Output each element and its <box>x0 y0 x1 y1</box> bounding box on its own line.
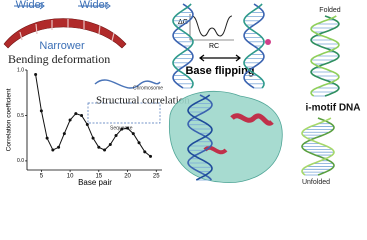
wider-label: Wider <box>80 0 109 11</box>
folded-label: Folded <box>319 7 341 14</box>
narrower-label: Narrower <box>39 40 85 52</box>
data-point <box>126 126 130 130</box>
energy-curve <box>191 15 233 37</box>
helix-strand <box>187 94 213 181</box>
data-point <box>91 136 95 140</box>
chromosome-fiber <box>94 79 161 89</box>
flipped-base <box>265 39 271 45</box>
data-point <box>149 154 153 158</box>
panel-caption: Base flipping <box>185 65 254 77</box>
data-point <box>51 148 55 152</box>
wider-label: Wider <box>16 0 45 11</box>
x-tick-label: 5 <box>40 174 44 180</box>
data-point <box>120 127 124 131</box>
data-point <box>137 141 141 145</box>
chromosome-label: Chromosome <box>133 85 163 91</box>
y-tick-label: 0.0 <box>17 158 24 164</box>
data-point <box>114 133 118 137</box>
helix-strand <box>243 3 265 89</box>
data-point <box>57 145 61 149</box>
data-point <box>97 145 101 149</box>
helix-strand <box>243 3 265 89</box>
helix-strand <box>172 3 194 89</box>
data-point <box>68 118 72 122</box>
dna-ribbon <box>3 18 127 49</box>
data-point <box>108 143 112 147</box>
ribbon-rungs <box>19 19 115 42</box>
helix-strand <box>301 117 335 176</box>
sequence-box <box>87 102 161 124</box>
helix-strand <box>172 3 194 89</box>
panel-caption: Structural correlation <box>96 95 190 107</box>
x-tick-label: 10 <box>67 174 74 180</box>
data-point <box>45 136 49 140</box>
x-tick-label: 25 <box>153 174 160 180</box>
data-point <box>85 123 89 127</box>
panel-caption: Bending deformation <box>8 52 110 66</box>
x-tick-label: 15 <box>95 174 102 180</box>
width-arrows <box>14 2 111 10</box>
data-point <box>131 132 135 136</box>
helix-strand <box>187 94 213 181</box>
unfolded-label: Unfolded <box>302 179 330 186</box>
y-tick-label: 1.0 <box>17 67 24 73</box>
panel-caption: i-motif DNA <box>306 103 361 114</box>
rc-label: RC <box>209 43 219 50</box>
exchange-arrow <box>199 54 241 62</box>
data-point <box>34 73 38 77</box>
data-point <box>80 113 84 117</box>
y-axis-label: Correlation coefficient <box>6 88 13 151</box>
figure: Wider Wider Narrower Bending deformation… <box>3 0 361 187</box>
protein-helix <box>230 113 274 126</box>
helix-strand <box>310 15 340 97</box>
energy-axis-label: ΔG <box>178 19 188 26</box>
data-point <box>103 148 107 152</box>
energy-axes <box>189 14 234 41</box>
data-point <box>74 112 78 116</box>
x-axis-label: Base pair <box>78 178 112 187</box>
data-point <box>39 109 43 113</box>
data-point <box>143 150 147 154</box>
helix-strand <box>301 117 335 176</box>
x-tick-label: 20 <box>124 174 131 180</box>
data-point <box>62 132 66 136</box>
y-tick-label: 0.5 <box>17 113 24 119</box>
protein <box>168 90 283 184</box>
